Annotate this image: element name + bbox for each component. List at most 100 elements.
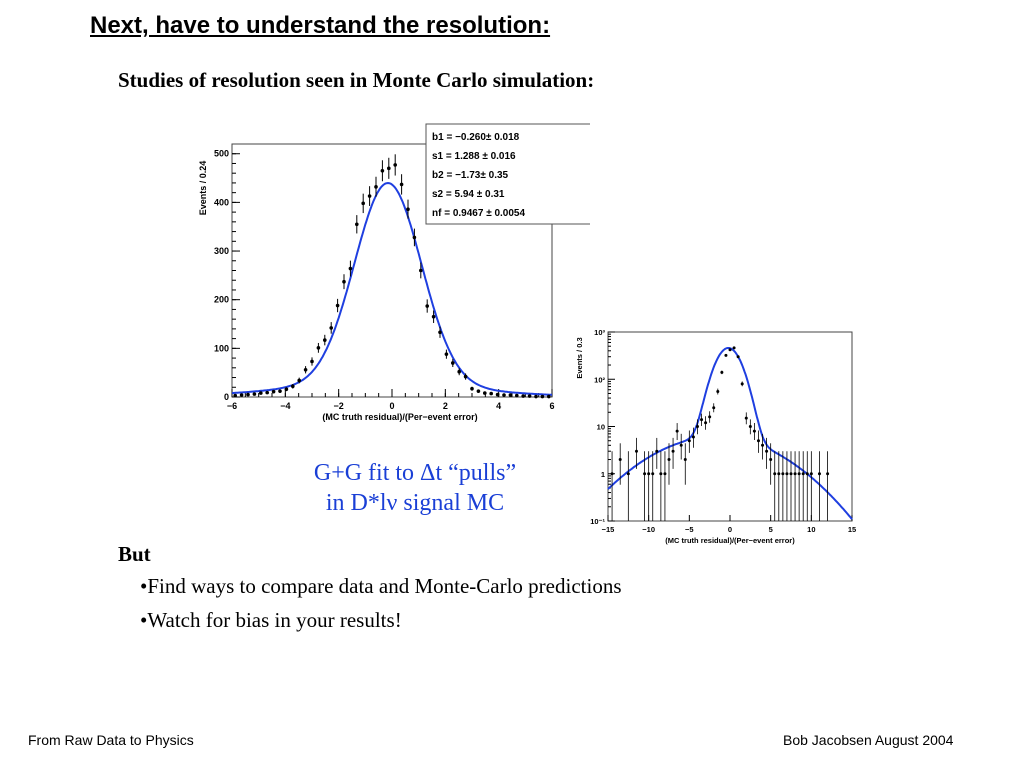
x-tick-label: 0 xyxy=(728,525,732,534)
bullet-item: •Find ways to compare data and Monte-Car… xyxy=(140,574,622,598)
y-tick-label: 10 xyxy=(597,423,605,432)
data-point xyxy=(444,352,449,356)
bullet-item: •Watch for bias in your results! xyxy=(140,608,402,632)
data-point xyxy=(457,369,462,374)
y-tick-label: 100 xyxy=(214,343,229,353)
x-tick-label: 15 xyxy=(848,525,856,534)
fit-curve xyxy=(231,181,552,396)
data-point xyxy=(476,389,481,393)
data-point xyxy=(675,429,679,433)
data-point xyxy=(310,359,314,364)
slide-title: Next, have to understand the resolution: xyxy=(90,12,551,39)
x-axis-label: (MC truth residual)/(Per−event error) xyxy=(665,536,795,545)
data-point xyxy=(374,185,378,189)
fit-param-line: b2 = −1.73± 0.35 xyxy=(432,170,509,181)
data-point xyxy=(387,166,391,171)
data-point xyxy=(663,472,667,476)
y-tick-label: 10² xyxy=(594,375,605,384)
bullet-text: Watch for bias in your results! xyxy=(147,608,402,632)
data-point xyxy=(643,472,647,476)
data-point xyxy=(271,389,276,394)
data-point xyxy=(659,472,663,476)
data-point xyxy=(634,449,638,453)
data-point xyxy=(361,201,365,206)
data-point xyxy=(419,268,423,273)
data-point xyxy=(773,472,777,476)
data-point xyxy=(380,168,385,173)
data-point xyxy=(521,394,525,398)
data-point xyxy=(805,472,809,476)
data-point xyxy=(789,472,793,476)
data-point xyxy=(284,387,289,392)
x-tick-label: −10 xyxy=(642,525,655,534)
data-point xyxy=(801,472,805,476)
data-point xyxy=(463,374,468,379)
data-point xyxy=(438,330,442,335)
y-tick-label: 300 xyxy=(214,246,229,256)
fit-params-box xyxy=(425,123,590,225)
data-point xyxy=(515,393,519,398)
data-point xyxy=(342,279,346,284)
footer-left: From Raw Data to Physics xyxy=(28,732,194,748)
x-tick-label: −4 xyxy=(280,401,290,411)
fit-param-line: nf = 0.9467 ± 0.0054 xyxy=(432,208,525,219)
data-point xyxy=(797,472,801,476)
data-point xyxy=(817,472,821,476)
bullet-text: Find ways to compare data and Monte-Carl… xyxy=(147,574,622,598)
fit-param-line: s1 = 1.288 ± 0.016 xyxy=(432,151,516,162)
data-point xyxy=(348,266,353,271)
data-point xyxy=(483,391,487,395)
data-point xyxy=(809,472,813,476)
y-tick-label: 1 xyxy=(601,470,605,479)
x-tick-label: −5 xyxy=(685,525,694,534)
data-point xyxy=(756,439,760,443)
bullet-list: •Find ways to compare data and Monte-Car… xyxy=(140,574,622,642)
fit-param-line: b1 = −0.260± 0.018 xyxy=(432,132,520,143)
data-point xyxy=(728,348,732,352)
data-point xyxy=(724,353,728,357)
x-axis-label: (MC truth residual)/(Per−event error) xyxy=(322,412,477,422)
slide-subtitle: Studies of resolution seen in Monte Carl… xyxy=(118,68,595,92)
y-tick-label: 500 xyxy=(214,149,229,159)
data-point xyxy=(744,416,748,420)
data-point xyxy=(679,443,683,447)
data-point xyxy=(495,392,500,397)
data-point xyxy=(547,394,551,399)
data-point xyxy=(793,472,797,476)
data-point xyxy=(329,326,333,330)
data-point xyxy=(316,346,321,350)
data-point xyxy=(777,472,781,476)
data-point xyxy=(683,458,687,462)
data-point xyxy=(691,435,695,439)
data-point xyxy=(246,392,250,397)
data-point xyxy=(695,425,699,428)
data-point xyxy=(393,163,397,167)
data-point xyxy=(626,472,630,476)
data-point xyxy=(655,449,659,453)
x-tick-label: 4 xyxy=(496,401,501,411)
data-point xyxy=(367,194,372,198)
data-point xyxy=(687,439,691,443)
data-point xyxy=(278,389,282,393)
data-point xyxy=(647,472,651,476)
data-point xyxy=(527,394,532,398)
caption-line-1: G+G fit to Δt “pulls” xyxy=(313,460,517,486)
data-point xyxy=(708,415,712,419)
x-tick-label: 2 xyxy=(443,401,448,411)
data-point xyxy=(748,425,752,428)
data-point xyxy=(671,449,675,453)
data-point xyxy=(704,421,708,425)
data-point xyxy=(540,394,545,399)
data-point xyxy=(239,393,244,397)
y-axis-label: Events / 0.24 xyxy=(198,161,208,216)
data-point xyxy=(335,303,340,308)
data-point xyxy=(769,458,773,462)
data-point xyxy=(732,346,736,350)
y-tick-label: 10⁻¹ xyxy=(590,517,605,526)
x-tick-label: −15 xyxy=(602,525,615,534)
fit-param-line: s2 = 5.94 ± 0.31 xyxy=(432,189,505,200)
data-point xyxy=(700,418,704,422)
data-point xyxy=(716,390,720,394)
x-tick-label: −6 xyxy=(227,401,237,411)
data-point xyxy=(259,391,263,395)
